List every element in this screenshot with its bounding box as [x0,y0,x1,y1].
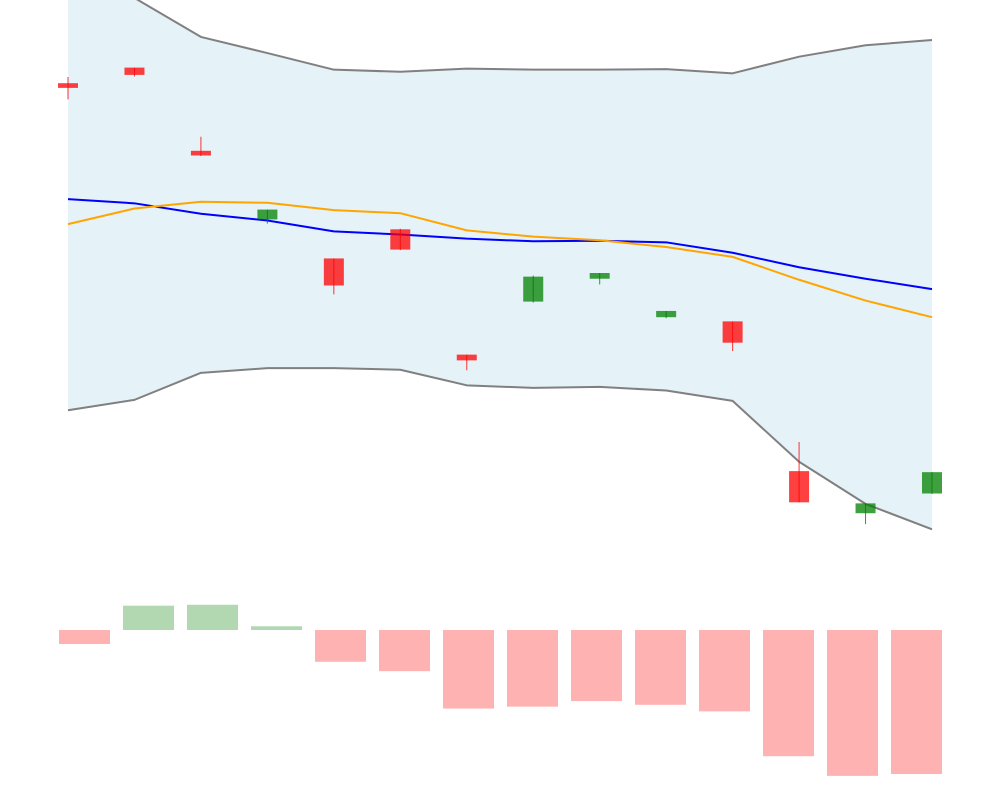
candle [390,228,411,251]
candle [190,136,211,156]
moving-average-blue-line [67,198,933,291]
volume-bar [763,630,814,757]
candle-body [789,471,810,503]
volume-bar [507,630,558,707]
candle [789,442,810,503]
volume-bar [635,630,686,705]
candle-body [656,310,677,318]
candle [589,273,610,285]
moving-average-orange-line [67,200,933,319]
candle-body [722,321,743,343]
volume-bar [59,630,110,645]
candle-body [323,258,344,286]
volume-bar [571,630,622,702]
bollinger-band-fill [68,0,932,530]
candle-body [855,503,876,514]
volume-bar [123,605,174,630]
volume-bar [187,604,238,630]
candle-body [589,273,610,279]
bollinger-upper-line [136,0,933,75]
candle-body [922,472,942,494]
volume-bar [699,630,750,712]
candle-body [190,150,211,156]
candle [323,258,344,295]
candle [922,472,942,494]
volume-bar [315,630,366,662]
volume-bar [891,630,942,774]
candle-body [58,83,78,88]
volume-bar [443,630,494,709]
candle [456,354,477,371]
candle-body [124,67,145,75]
candle-body [257,209,278,220]
candle-body [456,354,477,361]
candle [855,503,876,525]
volume-bar [251,626,302,630]
price-panel [58,0,942,531]
candle [523,275,544,303]
candle [257,209,278,224]
candle-body [523,276,544,302]
candle [722,321,743,351]
candle [656,310,677,319]
candle [124,67,145,77]
volume-bar [827,630,878,776]
candle-body [390,229,411,250]
bollinger-lower-line [67,367,933,531]
volume-panel [59,604,942,776]
candle [58,76,78,100]
volume-bar [379,630,430,672]
